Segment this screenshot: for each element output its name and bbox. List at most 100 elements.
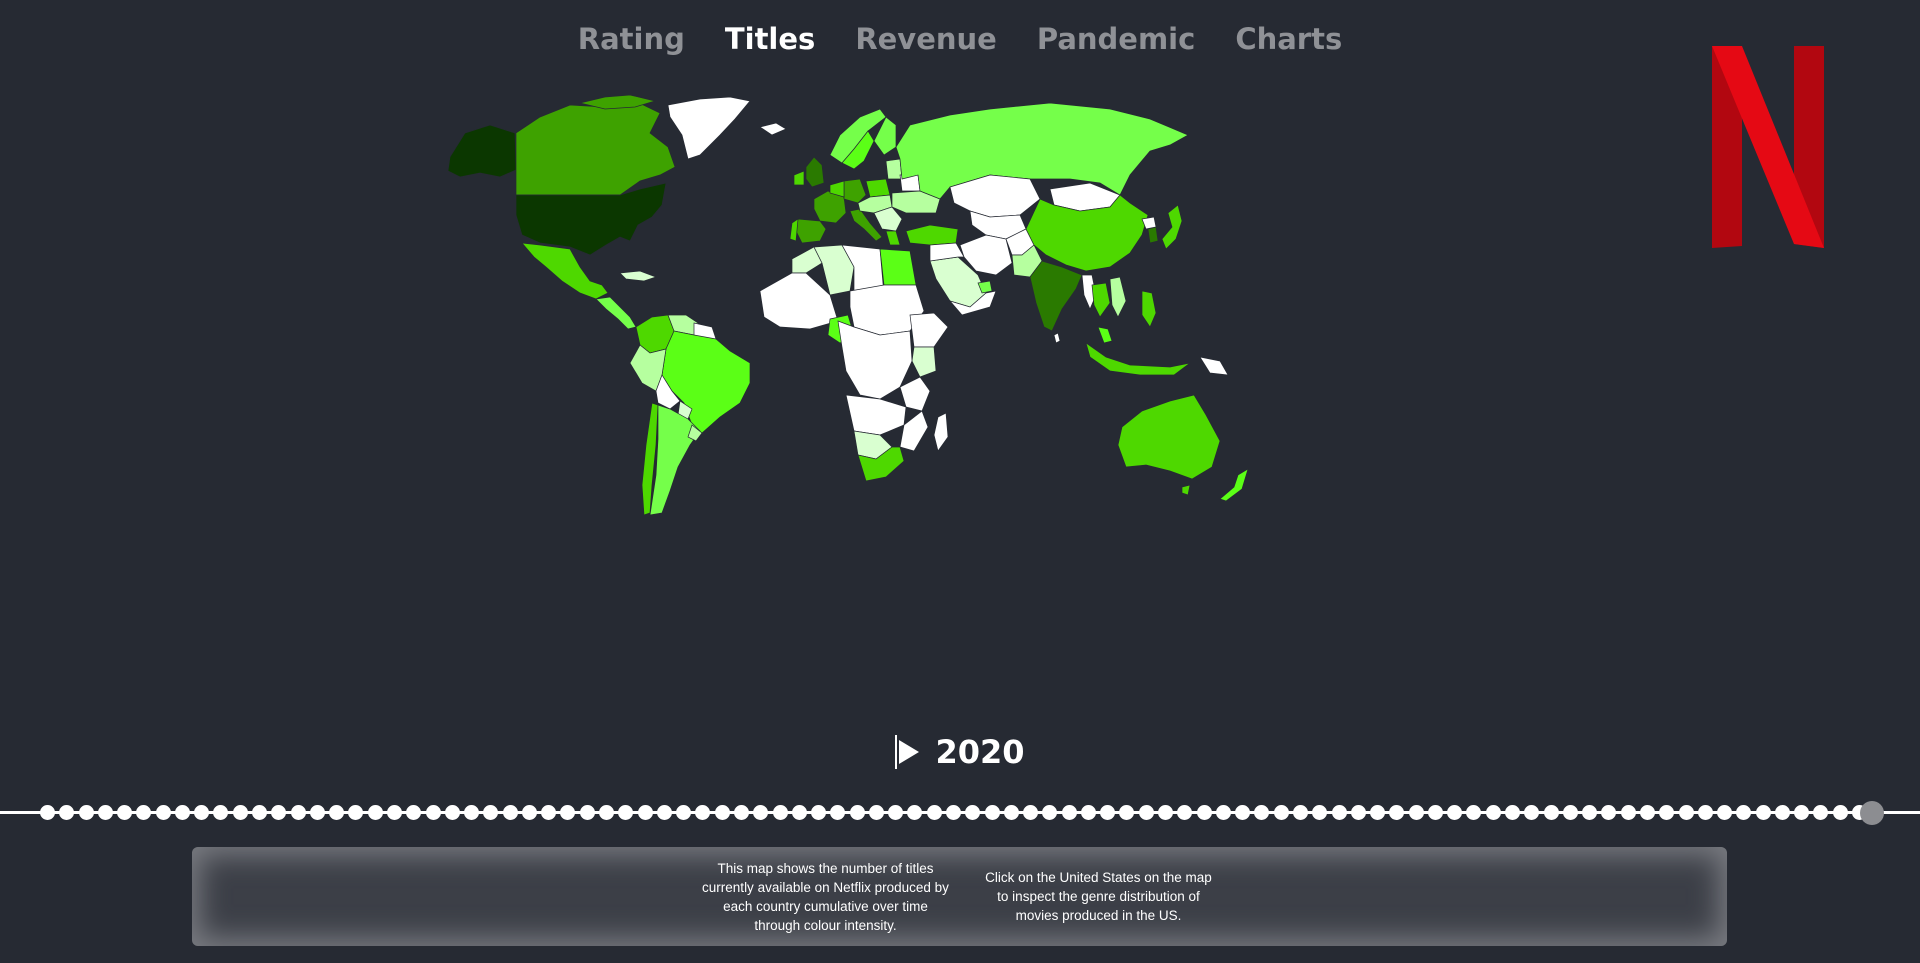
timeline-tick[interactable] bbox=[271, 805, 287, 820]
timeline-tick[interactable] bbox=[174, 805, 190, 820]
country-south-korea[interactable] bbox=[1147, 226, 1159, 244]
timeline-tick[interactable] bbox=[1235, 805, 1251, 820]
timeline-tick[interactable] bbox=[232, 805, 248, 820]
country-iceland[interactable] bbox=[759, 122, 787, 136]
country-papua-new-guinea[interactable] bbox=[1199, 356, 1229, 376]
country-myanmar[interactable] bbox=[1081, 274, 1097, 310]
timeline-tick[interactable] bbox=[1774, 805, 1790, 820]
country-alaska[interactable] bbox=[447, 124, 517, 178]
timeline-tick[interactable] bbox=[290, 805, 306, 820]
country-baltics[interactable] bbox=[885, 158, 903, 180]
timeline-tick[interactable] bbox=[1408, 805, 1424, 820]
timeline-tick[interactable] bbox=[907, 805, 923, 820]
timeline-tick[interactable] bbox=[1601, 805, 1617, 820]
timeline-tick[interactable] bbox=[541, 805, 557, 820]
timeline-tick[interactable] bbox=[1119, 805, 1135, 820]
timeline-tick[interactable] bbox=[676, 805, 692, 820]
timeline-tick[interactable] bbox=[1427, 805, 1443, 820]
timeline-tick[interactable] bbox=[1659, 805, 1675, 820]
country-greenland[interactable] bbox=[667, 96, 751, 160]
timeline-tick[interactable] bbox=[753, 805, 769, 820]
nav-rating[interactable]: Rating bbox=[577, 22, 685, 56]
country-united-kingdom[interactable] bbox=[805, 156, 825, 188]
timeline-tick[interactable] bbox=[849, 805, 865, 820]
country-united-states[interactable] bbox=[515, 182, 667, 256]
timeline-tick[interactable] bbox=[1331, 805, 1347, 820]
timeline-tick[interactable] bbox=[579, 805, 595, 820]
country-vietnam[interactable] bbox=[1109, 276, 1127, 318]
timeline-tick[interactable] bbox=[868, 805, 884, 820]
country-kenya[interactable] bbox=[911, 346, 937, 378]
country-balkans[interactable] bbox=[873, 206, 903, 232]
timeline-tick[interactable] bbox=[946, 805, 961, 820]
timeline-tick[interactable] bbox=[1138, 805, 1154, 820]
timeline-tick[interactable] bbox=[97, 805, 113, 820]
timeline-tick[interactable] bbox=[1215, 805, 1231, 820]
timeline-tick[interactable] bbox=[1697, 805, 1713, 820]
country-tanzania[interactable] bbox=[899, 376, 931, 412]
country-canada-islands[interactable] bbox=[579, 95, 657, 110]
timeline-tick[interactable] bbox=[444, 805, 460, 820]
country-egypt[interactable] bbox=[879, 248, 917, 286]
timeline-tick[interactable] bbox=[1524, 805, 1540, 820]
timeline-tick[interactable] bbox=[1177, 805, 1193, 820]
timeline-tick[interactable] bbox=[1196, 805, 1212, 820]
timeline-tick[interactable] bbox=[1736, 805, 1752, 820]
timeline-tick[interactable] bbox=[1505, 805, 1521, 820]
timeline-tick[interactable] bbox=[1447, 805, 1463, 820]
country-finland[interactable] bbox=[873, 116, 897, 156]
country-india[interactable] bbox=[1029, 260, 1083, 332]
country-ireland[interactable] bbox=[793, 170, 805, 186]
timeline-tick[interactable] bbox=[811, 805, 827, 820]
country-uruguay[interactable] bbox=[687, 424, 703, 442]
timeline-tick[interactable] bbox=[599, 805, 615, 820]
country-indonesia[interactable] bbox=[1085, 342, 1191, 376]
country-japan[interactable] bbox=[1161, 204, 1183, 250]
timeline-tick[interactable] bbox=[329, 805, 345, 820]
timeline-tick[interactable] bbox=[926, 805, 942, 820]
timeline-tick[interactable] bbox=[1832, 805, 1848, 820]
timeline-tick[interactable] bbox=[791, 805, 807, 820]
timeline-tick[interactable] bbox=[386, 805, 402, 820]
timeline-tick[interactable] bbox=[348, 805, 364, 820]
nav-charts[interactable]: Charts bbox=[1235, 22, 1343, 56]
country-south-africa[interactable] bbox=[857, 446, 905, 482]
timeline-tick[interactable] bbox=[1312, 805, 1328, 820]
country-australia[interactable] bbox=[1117, 394, 1221, 480]
timeline-tick[interactable] bbox=[502, 805, 518, 820]
country-argentina[interactable] bbox=[649, 404, 701, 516]
country-uae[interactable] bbox=[977, 280, 993, 294]
timeline-tick[interactable] bbox=[1350, 805, 1366, 820]
timeline-tick[interactable] bbox=[1080, 805, 1096, 820]
timeline-tick[interactable] bbox=[367, 805, 383, 820]
country-mozambique[interactable] bbox=[899, 410, 929, 452]
timeline-tick[interactable] bbox=[155, 805, 171, 820]
country-sri-lanka[interactable] bbox=[1053, 332, 1061, 344]
timeline-tick[interactable] bbox=[560, 805, 576, 820]
timeline-tick[interactable] bbox=[637, 805, 653, 820]
timeline-tick[interactable] bbox=[1023, 805, 1039, 820]
nav-revenue[interactable]: Revenue bbox=[855, 22, 997, 56]
timeline-tick[interactable] bbox=[1639, 805, 1655, 820]
timeline-tick[interactable] bbox=[1543, 805, 1559, 820]
timeline-tick[interactable] bbox=[984, 805, 1000, 820]
timeline-tick[interactable] bbox=[252, 805, 268, 820]
country-portugal[interactable] bbox=[789, 218, 799, 242]
timeline-tick[interactable] bbox=[40, 805, 55, 820]
country-brazil[interactable] bbox=[661, 330, 751, 434]
timeline-tick[interactable] bbox=[406, 805, 422, 820]
timeline-tick[interactable] bbox=[1813, 805, 1829, 820]
timeline-tick[interactable] bbox=[714, 805, 730, 820]
timeline-tick[interactable] bbox=[1003, 805, 1019, 820]
timeline-tick[interactable] bbox=[464, 805, 480, 820]
timeline-tick[interactable] bbox=[695, 805, 711, 820]
country-cuba[interactable] bbox=[619, 270, 658, 282]
timeline-tick[interactable] bbox=[117, 805, 133, 820]
timeline-tick[interactable] bbox=[1389, 805, 1405, 820]
timeline-tick[interactable] bbox=[1273, 805, 1289, 820]
timeline-tick[interactable] bbox=[1100, 805, 1116, 820]
country-madagascar[interactable] bbox=[933, 412, 949, 452]
country-greece[interactable] bbox=[885, 230, 901, 246]
timeline-tick[interactable] bbox=[1485, 805, 1501, 820]
timeline-tick[interactable] bbox=[213, 805, 229, 820]
